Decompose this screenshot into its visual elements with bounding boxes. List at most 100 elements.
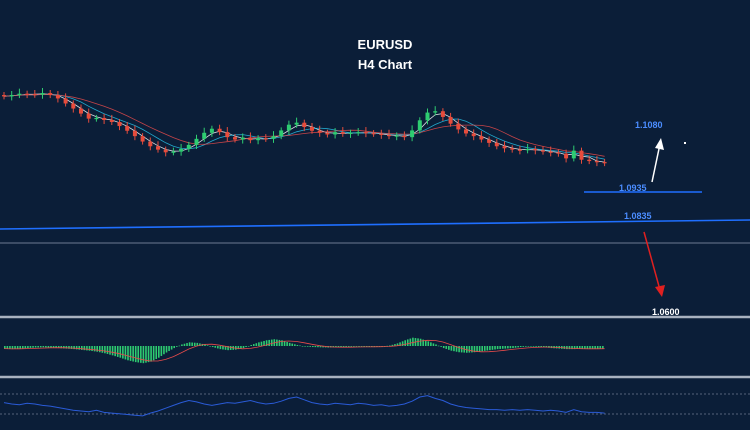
candle-body <box>217 128 222 133</box>
macd-bar <box>427 341 430 346</box>
macd-bar <box>568 346 571 350</box>
candle-body <box>125 126 130 131</box>
candle-body <box>233 137 237 140</box>
target-down-label: 1.0600 <box>652 307 680 317</box>
macd-bar <box>224 346 227 350</box>
candle-body <box>348 132 353 134</box>
macd-bar <box>473 346 476 353</box>
candle-body <box>425 112 430 121</box>
macd-bar <box>437 345 440 347</box>
macd-bar <box>409 338 412 346</box>
macd-bar <box>453 346 455 352</box>
macd-bar <box>581 346 584 349</box>
macd-bar <box>312 346 314 348</box>
candle-body <box>564 153 569 159</box>
macd-bar <box>214 346 217 348</box>
macd-bar <box>96 346 98 352</box>
macd-bar <box>196 342 199 346</box>
macd-bar <box>186 343 188 346</box>
resistance-label: 1.0935 <box>619 183 647 193</box>
macd-bar <box>489 346 491 351</box>
macd-bar <box>193 342 196 346</box>
macd-bar <box>314 346 317 348</box>
macd-signal-line <box>3 339 605 362</box>
candle-body <box>410 130 415 138</box>
macd-bar <box>578 346 581 349</box>
macd-bar <box>512 346 514 349</box>
macd-bar <box>496 346 499 350</box>
macd-bar <box>119 346 122 358</box>
candle-body <box>109 119 114 122</box>
candle-body <box>202 132 207 139</box>
candle-body <box>86 113 91 119</box>
macd-bar <box>460 346 463 353</box>
macd-bar <box>50 346 52 348</box>
candle-body <box>310 127 314 131</box>
macd-bar <box>104 346 106 354</box>
macd-bar <box>591 346 594 349</box>
macd-bar <box>540 346 543 348</box>
candle-body <box>63 98 68 104</box>
macd-bar <box>122 346 124 359</box>
macd-bar <box>291 343 294 346</box>
macd-bar <box>19 346 21 349</box>
candle-body <box>140 136 145 142</box>
macd-bar <box>363 346 365 347</box>
arrow-up-head <box>655 138 664 150</box>
candle-body <box>240 137 245 140</box>
macd-bar <box>306 346 309 347</box>
candle-body <box>541 150 545 152</box>
macd-bar <box>158 346 160 358</box>
macd-bar <box>406 339 409 346</box>
macd-bar <box>142 346 145 364</box>
macd-bar <box>584 346 586 349</box>
candle-body <box>387 134 391 137</box>
macd-bar <box>39 346 42 348</box>
candle-body <box>317 130 322 133</box>
macd-bar <box>586 346 589 349</box>
macd-bar <box>322 346 324 348</box>
macd-bar <box>566 346 568 350</box>
macd-bar <box>501 346 504 349</box>
macd-bar <box>309 346 312 347</box>
macd-bar <box>181 344 183 346</box>
macd-bar <box>4 346 6 349</box>
macd-bar <box>594 346 596 349</box>
macd-bar <box>532 346 535 347</box>
macd-bar <box>229 346 232 350</box>
candle-body <box>55 95 60 99</box>
candle-body <box>340 132 345 134</box>
macd-bar <box>245 346 247 348</box>
candle-body <box>40 93 45 95</box>
macd-bar <box>394 344 396 346</box>
macd-bar <box>296 344 299 346</box>
macd-bar <box>537 346 540 347</box>
macd-bar <box>45 346 47 348</box>
macd-bar <box>222 346 224 350</box>
macd-bar <box>109 346 111 355</box>
macd-bar <box>337 346 340 348</box>
arrow-up-shaft <box>651 143 661 183</box>
macd-bar <box>191 342 193 346</box>
rsi-polyline <box>3 395 605 417</box>
macd-bar <box>412 337 414 346</box>
macd-bar <box>57 346 60 349</box>
macd-bar <box>468 346 471 353</box>
macd-bar <box>404 340 406 346</box>
macd-bar <box>147 346 150 363</box>
macd-bar <box>299 345 301 347</box>
macd-bar <box>435 344 437 346</box>
macd-bar <box>504 346 507 349</box>
macd-bar <box>227 346 229 351</box>
macd-bar <box>589 346 591 349</box>
timeframe-label: H4 Chart <box>357 57 413 72</box>
macd-bar <box>304 346 306 347</box>
macd-bar <box>175 346 178 347</box>
macd-bar <box>168 346 170 352</box>
rsi-line <box>3 395 605 417</box>
candle-body <box>179 148 184 152</box>
macd-bar <box>278 339 281 346</box>
macd-bar <box>60 346 63 349</box>
macd-bar <box>247 346 250 347</box>
macd-bar <box>93 346 96 352</box>
